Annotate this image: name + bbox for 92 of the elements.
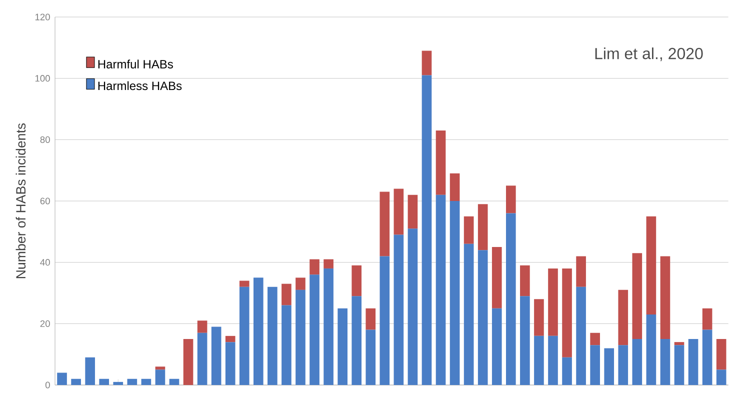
bar	[674, 345, 684, 385]
bar	[239, 280, 250, 287]
y-tick-label: 100	[35, 75, 50, 82]
bar	[716, 370, 726, 385]
y-tick-label: 120	[35, 14, 50, 20]
bar	[380, 192, 390, 256]
bar	[282, 305, 292, 385]
bar	[450, 173, 460, 201]
bar	[464, 216, 474, 244]
bar	[702, 308, 712, 330]
bar	[492, 308, 502, 385]
bar	[225, 342, 236, 385]
bar	[197, 320, 208, 333]
bar	[660, 339, 670, 385]
legend-label: Harmless HABs	[98, 81, 182, 90]
bar	[506, 186, 516, 214]
bar	[155, 366, 166, 370]
bar	[618, 345, 628, 385]
bar	[127, 378, 138, 385]
bar	[562, 268, 572, 358]
bar	[478, 204, 488, 250]
bar	[324, 259, 334, 268]
y-tick-label: 80	[40, 136, 50, 143]
bar	[253, 278, 264, 385]
bar	[380, 256, 390, 385]
bar	[113, 382, 124, 385]
bar	[590, 345, 600, 385]
bar	[478, 250, 488, 385]
bar	[57, 372, 67, 385]
bar	[562, 357, 572, 385]
bar	[520, 296, 530, 385]
bar	[646, 216, 656, 314]
bar	[576, 286, 586, 385]
bar	[296, 278, 306, 290]
bar	[239, 286, 250, 385]
bar	[394, 188, 404, 235]
bar	[436, 130, 446, 195]
bar	[169, 378, 180, 385]
bar	[366, 330, 376, 385]
bar	[282, 284, 292, 306]
bar	[408, 194, 418, 229]
y-tick-label: 20	[40, 320, 50, 327]
bar	[646, 314, 656, 385]
bar	[702, 330, 712, 385]
bar	[338, 308, 348, 385]
bar	[71, 378, 81, 385]
annotation: Lim et al., 2020	[595, 47, 703, 62]
bar	[576, 256, 586, 287]
bar	[408, 228, 418, 385]
bar	[492, 247, 502, 308]
bar	[310, 274, 320, 385]
bar	[674, 342, 684, 346]
y-tick-label: 40	[40, 259, 50, 266]
bar	[716, 339, 726, 370]
y-tick-label: 0	[45, 382, 50, 388]
bar	[366, 308, 376, 330]
bar	[183, 339, 194, 385]
bar	[310, 259, 320, 275]
legend-label: Harmful HABs	[98, 60, 173, 68]
bar	[548, 336, 558, 385]
bar	[394, 234, 404, 385]
bar	[520, 265, 530, 296]
bar	[99, 378, 110, 385]
bar	[85, 357, 95, 385]
bar	[534, 336, 544, 385]
bar	[660, 256, 670, 339]
bar	[296, 290, 306, 385]
bar	[632, 339, 642, 385]
bar	[450, 201, 460, 385]
bar	[324, 268, 334, 385]
bar	[688, 339, 698, 385]
bar	[534, 299, 544, 336]
y-axis-title: Number of HABs incidents	[16, 123, 26, 278]
bar	[506, 213, 516, 385]
bar	[618, 290, 628, 346]
bar	[604, 348, 614, 385]
bar	[422, 50, 432, 76]
bar	[352, 265, 362, 296]
bar	[422, 75, 432, 385]
bar	[436, 194, 446, 385]
bar	[548, 268, 558, 336]
y-tick-label: 60	[40, 198, 50, 204]
bar	[632, 253, 642, 339]
bar	[155, 370, 166, 385]
bar	[268, 286, 278, 385]
bar	[141, 378, 152, 385]
bar	[464, 244, 474, 385]
bar	[211, 326, 222, 385]
bar	[225, 336, 236, 342]
bar	[590, 332, 600, 346]
bar	[352, 296, 362, 385]
bar	[197, 332, 208, 385]
